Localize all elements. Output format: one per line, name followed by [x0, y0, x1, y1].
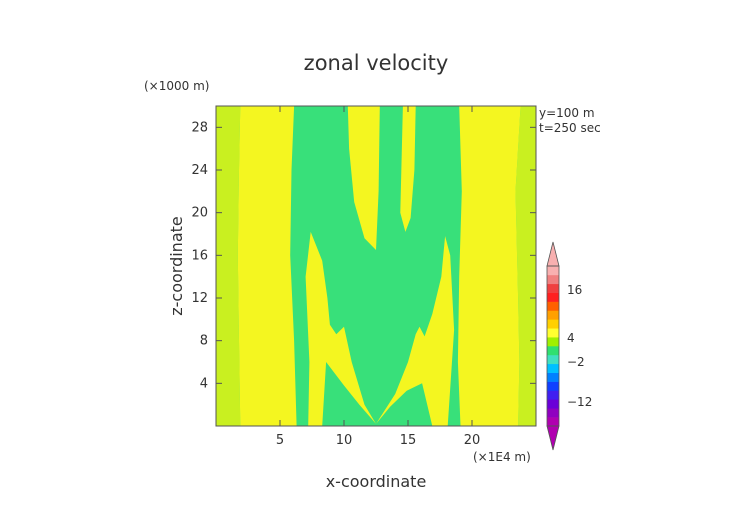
colorbar-tick-label: −12 [567, 395, 592, 409]
colorbar-segment [547, 328, 559, 338]
plot-frame [215, 105, 537, 427]
x-unit-label: (×1E4 m) [473, 450, 531, 464]
colorbar-segment [547, 354, 559, 365]
colorbar-segment [547, 363, 559, 373]
colorbar-segment [547, 337, 559, 347]
colorbar-segment [547, 390, 559, 400]
region-right-branch [376, 236, 455, 426]
x-axis-label: x-coordinate [326, 472, 427, 491]
axes: 5 10 15 20 4 8 12 16 20 24 28 [191, 106, 536, 448]
contour-field [216, 106, 536, 426]
y-tick-label: 28 [191, 120, 208, 135]
colorbar-frame [546, 265, 560, 427]
colorbar-segment [547, 346, 559, 356]
colorbar-segment [547, 381, 559, 391]
region-central-plume [347, 106, 380, 250]
colorbar-segment [547, 372, 559, 382]
y-unit-label: (×1000 m) [144, 79, 209, 93]
region-right-band [457, 106, 521, 426]
colorbar: 16 4 −2 −12 [546, 241, 592, 451]
region-upper-right-lobe [400, 106, 416, 232]
y-tick-label: 20 [191, 206, 208, 221]
y-tick-label: 16 [191, 248, 208, 263]
y-tick-label: 12 [191, 291, 208, 306]
info-time: t=250 sec [539, 121, 601, 135]
colorbar-max-arrow [546, 241, 560, 267]
region-left-edge-strip [216, 106, 241, 426]
colorbar-segment [547, 310, 559, 320]
info-y-position: y=100 m [539, 106, 595, 120]
colorbar-tick-label: 16 [567, 283, 582, 297]
colorbar-segment [547, 274, 559, 285]
colorbar-segment [547, 266, 559, 276]
colorbar-segment [547, 301, 559, 311]
colorbar-segment [547, 319, 559, 329]
colorbar-segment [547, 283, 559, 293]
colorbar-segment [547, 408, 559, 418]
y-tick-label: 4 [200, 376, 208, 391]
colorbar-segment [547, 292, 559, 302]
y-axis-label: z-coordinate [167, 216, 186, 316]
colorbar-min-arrow [546, 425, 560, 451]
colorbar-tick-label: 4 [567, 331, 575, 345]
region-right-edge-strip [515, 106, 536, 426]
x-tick-label: 15 [400, 433, 417, 448]
region-left-branch [305, 231, 376, 426]
colorbar-tick-label: −2 [567, 355, 585, 369]
colorbar-segment [547, 417, 559, 427]
y-tick-label: 24 [191, 163, 208, 178]
y-tick-label: 8 [200, 334, 208, 349]
x-tick-label: 20 [464, 433, 481, 448]
x-tick-label: 10 [336, 433, 353, 448]
x-tick-label: 5 [276, 433, 284, 448]
chart-title: zonal velocity [304, 51, 449, 75]
colorbar-segment [547, 399, 559, 409]
region-left-band [237, 106, 297, 426]
